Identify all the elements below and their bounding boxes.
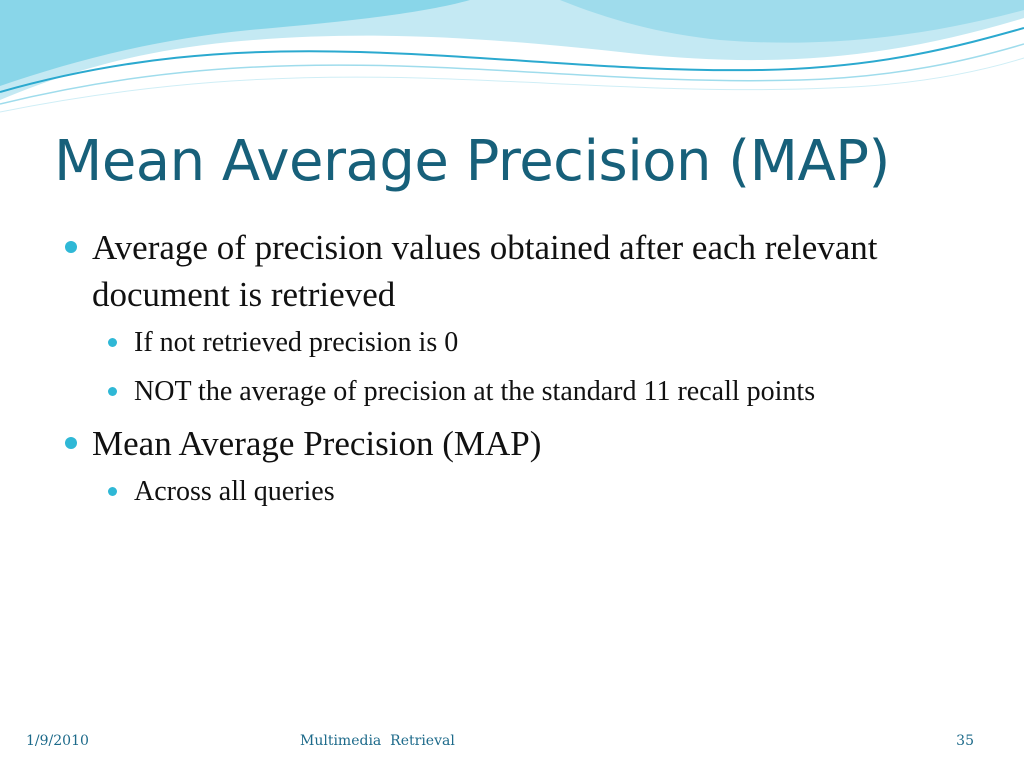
bullet-dot-icon [108, 338, 117, 347]
footer-date: 1/9/2010 [26, 733, 89, 749]
bullet-text: Across all queries [134, 476, 335, 507]
bullet-text: If not retrieved precision is 0 [134, 327, 459, 358]
bullet-level2: NOT the average of precision at the stan… [92, 371, 958, 412]
bullet-list: Average of precision values obtained aft… [58, 224, 958, 520]
header-wave-decoration [0, 0, 1024, 113]
bullet-text: Average of precision values obtained aft… [92, 228, 878, 314]
bullet-text: Mean Average Precision (MAP) [92, 424, 542, 463]
bullet-level2: If not retrieved precision is 0 [92, 322, 958, 363]
slide-number: 35 [956, 733, 974, 749]
bullet-level1: Average of precision values obtained aft… [58, 224, 958, 318]
bullet-text: NOT the average of precision at the stan… [134, 376, 816, 407]
footer-title: Multimedia Retrieval [300, 733, 455, 749]
slide-title: Mean Average Precision (MAP) [54, 129, 890, 194]
bullet-dot-icon [65, 437, 77, 449]
bullet-dot-icon [108, 487, 117, 496]
bullet-level1: Mean Average Precision (MAP) [58, 420, 958, 467]
bullet-dot-icon [65, 241, 77, 253]
bullet-dot-icon [108, 387, 117, 396]
bullet-level2: Across all queries [92, 471, 958, 512]
